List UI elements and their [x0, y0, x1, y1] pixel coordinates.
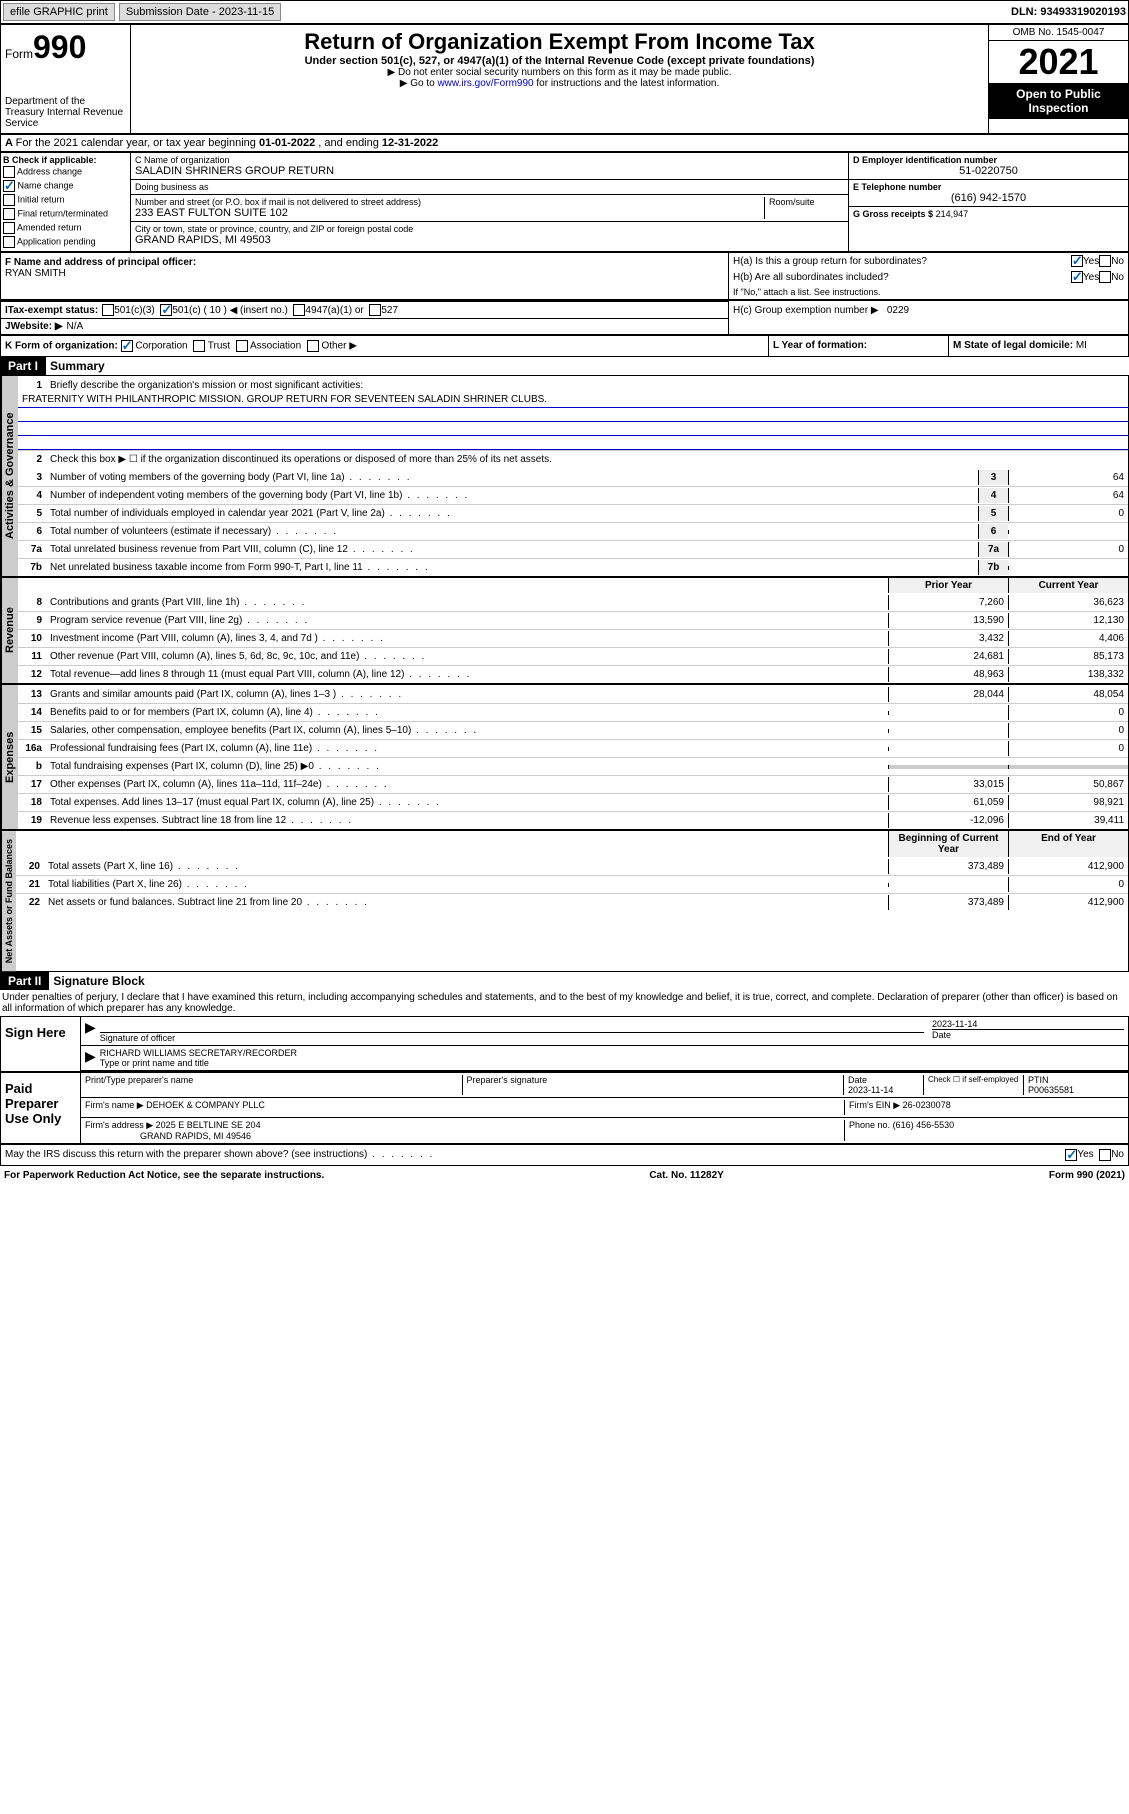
submission-date: Submission Date - 2023-11-15: [119, 3, 281, 21]
omb-number: OMB No. 1545-0047: [989, 25, 1128, 41]
section-c: C Name of organizationSALADIN SHRINERS G…: [131, 153, 848, 251]
expenses-section: Expenses 13Grants and similar amounts pa…: [0, 684, 1129, 830]
row-ij: I Tax-exempt status: 501(c)(3) 501(c) ( …: [0, 300, 1129, 335]
netassets-section: Net Assets or Fund Balances Beginning of…: [0, 830, 1129, 972]
form-subtitle: Under section 501(c), 527, or 4947(a)(1)…: [135, 55, 984, 67]
dln: DLN: 93493319020193: [1011, 6, 1126, 18]
form-title: Return of Organization Exempt From Incom…: [135, 29, 984, 55]
top-bar: efile GRAPHIC print Submission Date - 20…: [0, 0, 1129, 24]
sign-here: Sign Here ▶Signature of officer2023-11-1…: [0, 1016, 1129, 1072]
part1: Part ISummary: [0, 357, 1129, 375]
note-link: ▶ Go to www.irs.gov/Form990 for instruct…: [135, 78, 984, 89]
part2: Part IISignature Block: [0, 972, 1129, 990]
info-grid: B Check if applicable: Address change Na…: [0, 152, 1129, 252]
form-header: Form990 Department of the Treasury Inter…: [0, 24, 1129, 134]
dept-treasury: Department of the Treasury Internal Reve…: [5, 96, 126, 129]
line-a: A For the 2021 calendar year, or tax yea…: [0, 134, 1129, 152]
form-number: Form990: [5, 29, 126, 66]
row-fh: F Name and address of principal officer:…: [0, 252, 1129, 300]
paid-preparer: Paid Preparer Use Only Print/Type prepar…: [0, 1072, 1129, 1144]
right-info: D Employer identification number51-02207…: [848, 153, 1128, 251]
governance-section: Activities & Governance 1Briefly describ…: [0, 375, 1129, 577]
footer: For Paperwork Reduction Act Notice, see …: [0, 1166, 1129, 1185]
tax-year: 2021: [989, 41, 1128, 83]
note-ssn: ▶ Do not enter social security numbers o…: [135, 67, 984, 78]
section-b: B Check if applicable: Address change Na…: [1, 153, 131, 251]
open-inspection: Open to Public Inspection: [989, 83, 1128, 119]
may-irs-discuss: May the IRS discuss this return with the…: [0, 1144, 1129, 1166]
declaration: Under penalties of perjury, I declare th…: [0, 990, 1129, 1016]
row-klm: K Form of organization: Corporation Trus…: [0, 335, 1129, 357]
efile-button[interactable]: efile GRAPHIC print: [3, 3, 115, 21]
revenue-section: Revenue Prior YearCurrent Year 8Contribu…: [0, 577, 1129, 684]
irs-link[interactable]: www.irs.gov/Form990: [437, 78, 533, 89]
